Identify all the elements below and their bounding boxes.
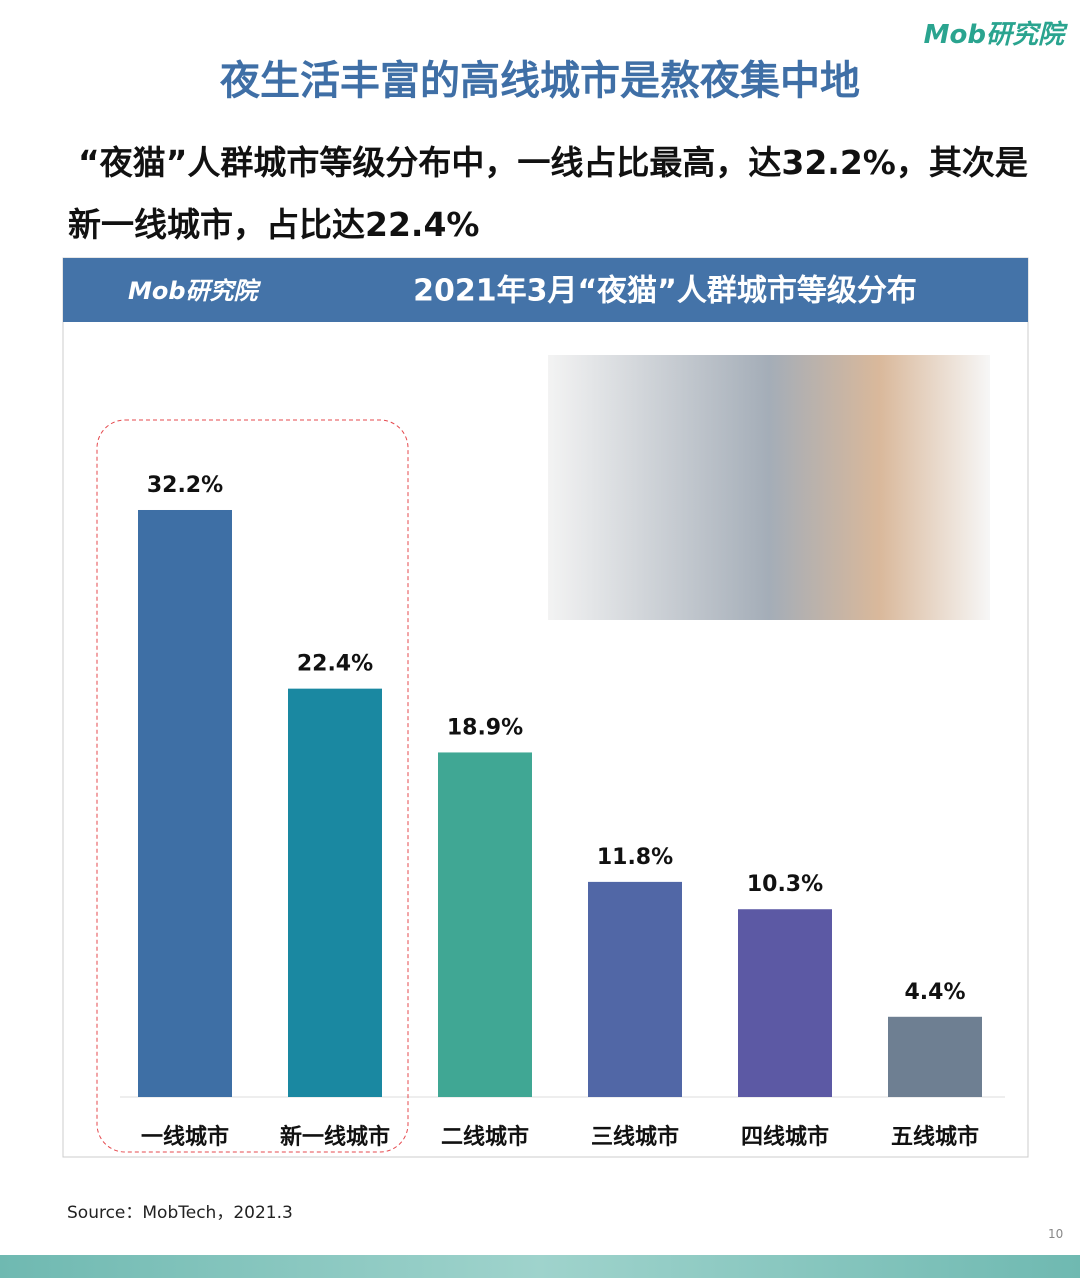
highlight-box: [96, 419, 409, 1153]
page-number: 10: [1048, 1227, 1064, 1241]
brand-logo: Mob研究院: [923, 20, 1064, 50]
city-image: [548, 355, 990, 620]
x-tick-label: 三线城市: [591, 1124, 679, 1150]
bar: [138, 509, 232, 1097]
value-label: 11.8%: [597, 845, 673, 870]
bar: [588, 881, 682, 1097]
x-tick-label: 五线城市: [891, 1124, 979, 1150]
bar: [288, 688, 382, 1097]
bar: [438, 752, 532, 1097]
slide-subtitle: “夜猫”人群城市等级分布中，一线占比最高，达32.2%，其次是新一线城市，占比达…: [68, 143, 1028, 244]
panel-logo: Mob研究院: [128, 277, 262, 305]
x-tick-label: 新一线城市: [280, 1124, 390, 1150]
value-label: 4.4%: [904, 980, 965, 1005]
value-label: 18.9%: [447, 715, 523, 740]
footer-strip: [0, 1255, 1080, 1278]
chart-title: 2021年3月“夜猫”人群城市等级分布: [413, 274, 917, 309]
source: Source：MobTech，2021.3: [67, 1203, 293, 1223]
value-label: 10.3%: [747, 872, 823, 897]
bar: [888, 1016, 982, 1097]
value-label: 22.4%: [297, 652, 373, 677]
x-tick-label: 二线城市: [441, 1124, 529, 1150]
value-label: 32.2%: [147, 473, 223, 498]
panel-header: [63, 258, 1028, 322]
bar: [738, 909, 832, 1097]
x-tick-label: 四线城市: [741, 1124, 829, 1150]
x-tick-label: 一线城市: [141, 1124, 229, 1150]
slide-title: 夜生活丰富的高线城市是熬夜集中地: [220, 58, 860, 104]
